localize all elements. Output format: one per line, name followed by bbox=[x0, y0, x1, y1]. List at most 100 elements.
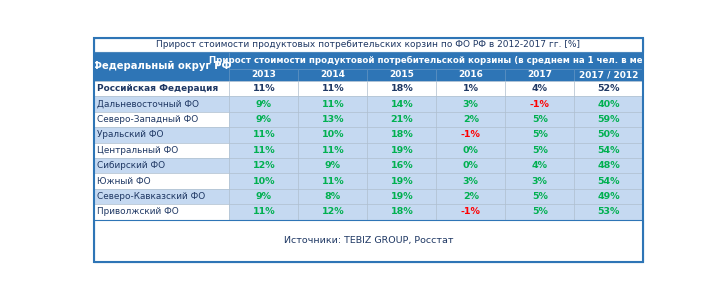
Text: 53%: 53% bbox=[597, 208, 620, 217]
FancyBboxPatch shape bbox=[229, 52, 644, 69]
FancyBboxPatch shape bbox=[367, 81, 436, 97]
Text: 2014: 2014 bbox=[321, 70, 345, 79]
Text: 2016: 2016 bbox=[458, 70, 483, 79]
Text: 59%: 59% bbox=[597, 115, 620, 124]
Text: 2%: 2% bbox=[463, 115, 479, 124]
Text: 5%: 5% bbox=[532, 146, 548, 155]
FancyBboxPatch shape bbox=[505, 112, 574, 127]
Text: 11%: 11% bbox=[252, 130, 275, 140]
Text: 11%: 11% bbox=[252, 84, 275, 93]
Text: Федеральный округ РФ: Федеральный округ РФ bbox=[92, 61, 232, 72]
FancyBboxPatch shape bbox=[298, 158, 367, 173]
FancyBboxPatch shape bbox=[93, 97, 229, 112]
Text: 2017: 2017 bbox=[527, 70, 552, 79]
FancyBboxPatch shape bbox=[505, 189, 574, 204]
FancyBboxPatch shape bbox=[505, 173, 574, 189]
Text: 14%: 14% bbox=[390, 100, 413, 109]
Text: 0%: 0% bbox=[463, 161, 479, 170]
FancyBboxPatch shape bbox=[93, 189, 229, 204]
Text: 18%: 18% bbox=[390, 84, 413, 93]
FancyBboxPatch shape bbox=[367, 127, 436, 143]
Text: 5%: 5% bbox=[532, 192, 548, 201]
Text: Северо-Западный ФО: Северо-Западный ФО bbox=[97, 115, 198, 124]
FancyBboxPatch shape bbox=[229, 127, 298, 143]
FancyBboxPatch shape bbox=[505, 81, 574, 97]
Text: Прирост стоимости продуктовых потребительских корзин по ФО РФ в 2012-2017 гг. [%: Прирост стоимости продуктовых потребител… bbox=[157, 40, 580, 49]
FancyBboxPatch shape bbox=[298, 189, 367, 204]
Text: 11%: 11% bbox=[321, 100, 344, 109]
FancyBboxPatch shape bbox=[93, 127, 229, 143]
FancyBboxPatch shape bbox=[505, 204, 574, 220]
FancyBboxPatch shape bbox=[436, 127, 505, 143]
Text: 54%: 54% bbox=[597, 177, 620, 186]
Text: -1%: -1% bbox=[461, 130, 481, 140]
FancyBboxPatch shape bbox=[298, 97, 367, 112]
FancyBboxPatch shape bbox=[367, 204, 436, 220]
FancyBboxPatch shape bbox=[367, 97, 436, 112]
FancyBboxPatch shape bbox=[93, 81, 229, 97]
FancyBboxPatch shape bbox=[436, 173, 505, 189]
Text: 19%: 19% bbox=[390, 146, 413, 155]
Text: 12%: 12% bbox=[321, 208, 344, 217]
Text: 9%: 9% bbox=[256, 100, 272, 109]
FancyBboxPatch shape bbox=[298, 69, 367, 81]
FancyBboxPatch shape bbox=[93, 112, 229, 127]
Text: 0%: 0% bbox=[463, 146, 479, 155]
Text: 11%: 11% bbox=[321, 146, 344, 155]
Text: 9%: 9% bbox=[256, 115, 272, 124]
Text: 52%: 52% bbox=[597, 84, 620, 93]
Text: 54%: 54% bbox=[597, 146, 620, 155]
FancyBboxPatch shape bbox=[229, 69, 298, 81]
FancyBboxPatch shape bbox=[367, 69, 436, 81]
FancyBboxPatch shape bbox=[229, 97, 298, 112]
FancyBboxPatch shape bbox=[574, 81, 644, 97]
Text: 18%: 18% bbox=[390, 130, 413, 140]
FancyBboxPatch shape bbox=[367, 158, 436, 173]
Text: 9%: 9% bbox=[325, 161, 341, 170]
FancyBboxPatch shape bbox=[367, 189, 436, 204]
FancyBboxPatch shape bbox=[229, 143, 298, 158]
FancyBboxPatch shape bbox=[229, 173, 298, 189]
Text: 9%: 9% bbox=[256, 192, 272, 201]
Text: 3%: 3% bbox=[532, 177, 548, 186]
Text: 16%: 16% bbox=[390, 161, 413, 170]
FancyBboxPatch shape bbox=[436, 97, 505, 112]
Text: Дальневосточный ФО: Дальневосточный ФО bbox=[97, 100, 199, 109]
FancyBboxPatch shape bbox=[93, 204, 229, 220]
Text: 8%: 8% bbox=[325, 192, 341, 201]
Text: 40%: 40% bbox=[597, 100, 620, 109]
FancyBboxPatch shape bbox=[574, 112, 644, 127]
Text: 2013: 2013 bbox=[252, 70, 276, 79]
Text: Сибирский ФО: Сибирский ФО bbox=[97, 161, 165, 170]
Text: 18%: 18% bbox=[390, 208, 413, 217]
Text: Центральный ФО: Центральный ФО bbox=[97, 146, 178, 155]
Text: Российская Федерация: Российская Федерация bbox=[97, 84, 218, 93]
Text: 4%: 4% bbox=[532, 161, 548, 170]
Text: 49%: 49% bbox=[597, 192, 620, 201]
FancyBboxPatch shape bbox=[298, 143, 367, 158]
FancyBboxPatch shape bbox=[93, 38, 644, 52]
FancyBboxPatch shape bbox=[436, 69, 505, 81]
Text: 19%: 19% bbox=[390, 177, 413, 186]
Text: 2%: 2% bbox=[463, 192, 479, 201]
Text: 21%: 21% bbox=[390, 115, 413, 124]
FancyBboxPatch shape bbox=[367, 143, 436, 158]
FancyBboxPatch shape bbox=[574, 143, 644, 158]
FancyBboxPatch shape bbox=[436, 143, 505, 158]
Text: 12%: 12% bbox=[252, 161, 275, 170]
FancyBboxPatch shape bbox=[298, 112, 367, 127]
FancyBboxPatch shape bbox=[574, 204, 644, 220]
Text: 5%: 5% bbox=[532, 130, 548, 140]
Text: 48%: 48% bbox=[597, 161, 620, 170]
FancyBboxPatch shape bbox=[436, 81, 505, 97]
FancyBboxPatch shape bbox=[229, 158, 298, 173]
Text: 10%: 10% bbox=[252, 177, 275, 186]
FancyBboxPatch shape bbox=[505, 69, 574, 81]
FancyBboxPatch shape bbox=[574, 173, 644, 189]
FancyBboxPatch shape bbox=[367, 112, 436, 127]
FancyBboxPatch shape bbox=[93, 143, 229, 158]
FancyBboxPatch shape bbox=[574, 158, 644, 173]
Text: Уральский ФО: Уральский ФО bbox=[97, 130, 163, 140]
Text: 5%: 5% bbox=[532, 115, 548, 124]
FancyBboxPatch shape bbox=[298, 127, 367, 143]
